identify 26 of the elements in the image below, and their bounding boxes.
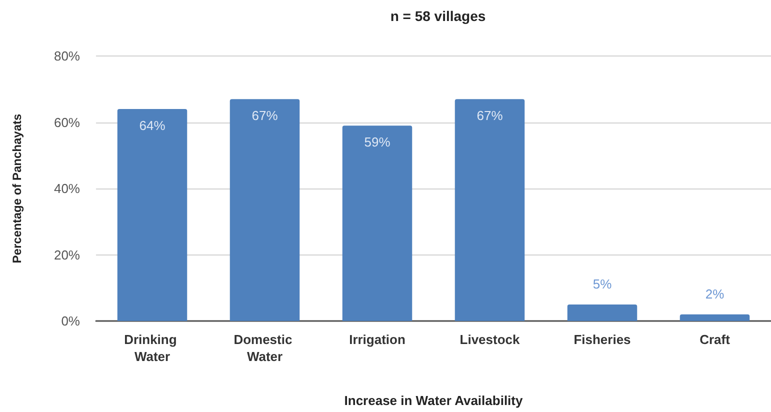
y-axis-title: Percentage of Panchayats xyxy=(10,113,24,264)
bar xyxy=(230,99,300,321)
bar xyxy=(117,109,188,321)
bar xyxy=(342,126,412,321)
bar xyxy=(567,304,638,321)
x-tick-label: Livestock xyxy=(460,332,520,347)
y-tick-label: 40% xyxy=(54,181,80,196)
bar xyxy=(680,314,750,321)
x-tick-label: Craft xyxy=(700,332,731,347)
y-tick-label: 60% xyxy=(54,114,80,130)
x-tick-label: Drinking Water xyxy=(124,332,180,364)
x-tick-label: Fisheries xyxy=(574,332,631,347)
chart-title: n = 58 villages xyxy=(390,8,486,24)
bar xyxy=(454,99,525,321)
data-label: 5% xyxy=(592,276,612,292)
data-label: 59% xyxy=(364,134,391,150)
y-tick-label: 0% xyxy=(61,314,80,328)
y-tick-label: 80% xyxy=(54,48,80,64)
x-tick-label: Irrigation xyxy=(349,332,406,347)
data-label: 67% xyxy=(476,108,504,124)
x-axis-title: Increase in Water Availability xyxy=(344,393,524,408)
x-tick-label: Domestic Water xyxy=(234,332,296,364)
y-tick-label: 20% xyxy=(54,247,80,262)
data-label: 64% xyxy=(139,118,166,133)
data-label: 67% xyxy=(252,108,278,124)
data-label: 2% xyxy=(705,286,725,302)
